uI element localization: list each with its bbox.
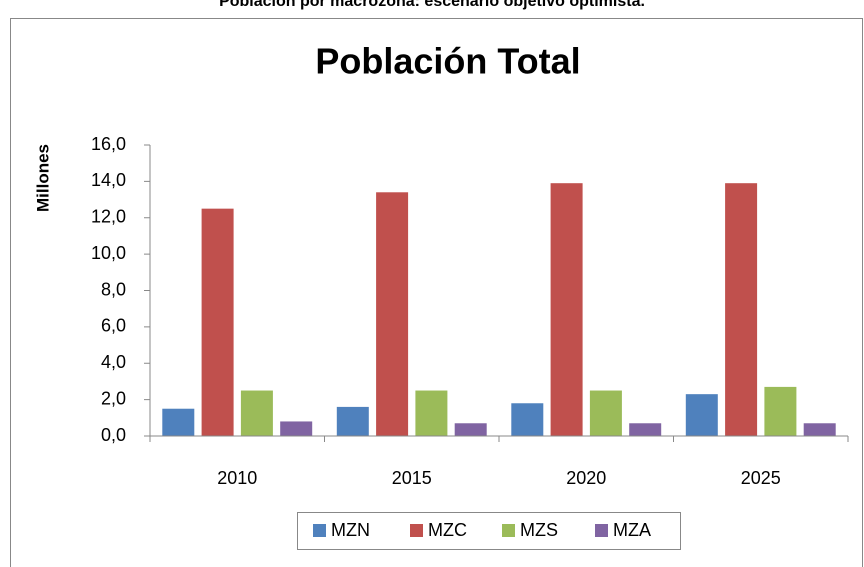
legend-swatch xyxy=(595,524,608,537)
legend-label: MZN xyxy=(331,520,370,540)
y-tick-label: 6,0 xyxy=(101,316,126,336)
chart-title: Población Total xyxy=(315,41,580,82)
y-axis-label: Millones xyxy=(33,144,52,212)
bar xyxy=(685,394,718,436)
legend-label: MZA xyxy=(613,520,651,540)
bar xyxy=(280,421,313,436)
bar xyxy=(201,208,234,436)
bar xyxy=(162,408,195,436)
bar xyxy=(589,390,622,436)
legend-swatch xyxy=(502,524,515,537)
bar xyxy=(454,423,487,436)
chart-border xyxy=(10,18,863,567)
x-tick-label: 2025 xyxy=(741,468,781,488)
legend-box xyxy=(297,512,681,550)
bar xyxy=(629,423,662,436)
y-tick-label: 4,0 xyxy=(101,352,126,372)
y-tick-label: 10,0 xyxy=(91,243,126,263)
y-tick-label: 14,0 xyxy=(91,170,126,190)
y-tick-label: 2,0 xyxy=(101,388,126,408)
y-tick-label: 0,0 xyxy=(101,425,126,445)
x-tick-label: 2010 xyxy=(217,468,257,488)
legend-swatch xyxy=(410,524,423,537)
bar xyxy=(725,183,758,436)
legend-swatch xyxy=(313,524,326,537)
bar xyxy=(764,386,797,436)
x-tick-label: 2015 xyxy=(392,468,432,488)
bar xyxy=(376,192,409,436)
legend-label: MZS xyxy=(520,520,558,540)
bar xyxy=(550,183,583,436)
y-tick-label: 16,0 xyxy=(91,134,126,154)
bar xyxy=(336,406,369,436)
y-tick-label: 12,0 xyxy=(91,207,126,227)
bar xyxy=(511,403,544,436)
legend-label: MZC xyxy=(428,520,467,540)
bar xyxy=(415,390,448,436)
bar xyxy=(240,390,273,436)
bar xyxy=(803,423,836,436)
caption: Población por macrozona: escenario objet… xyxy=(219,0,645,10)
y-tick-label: 8,0 xyxy=(101,279,126,299)
x-tick-label: 2020 xyxy=(566,468,606,488)
